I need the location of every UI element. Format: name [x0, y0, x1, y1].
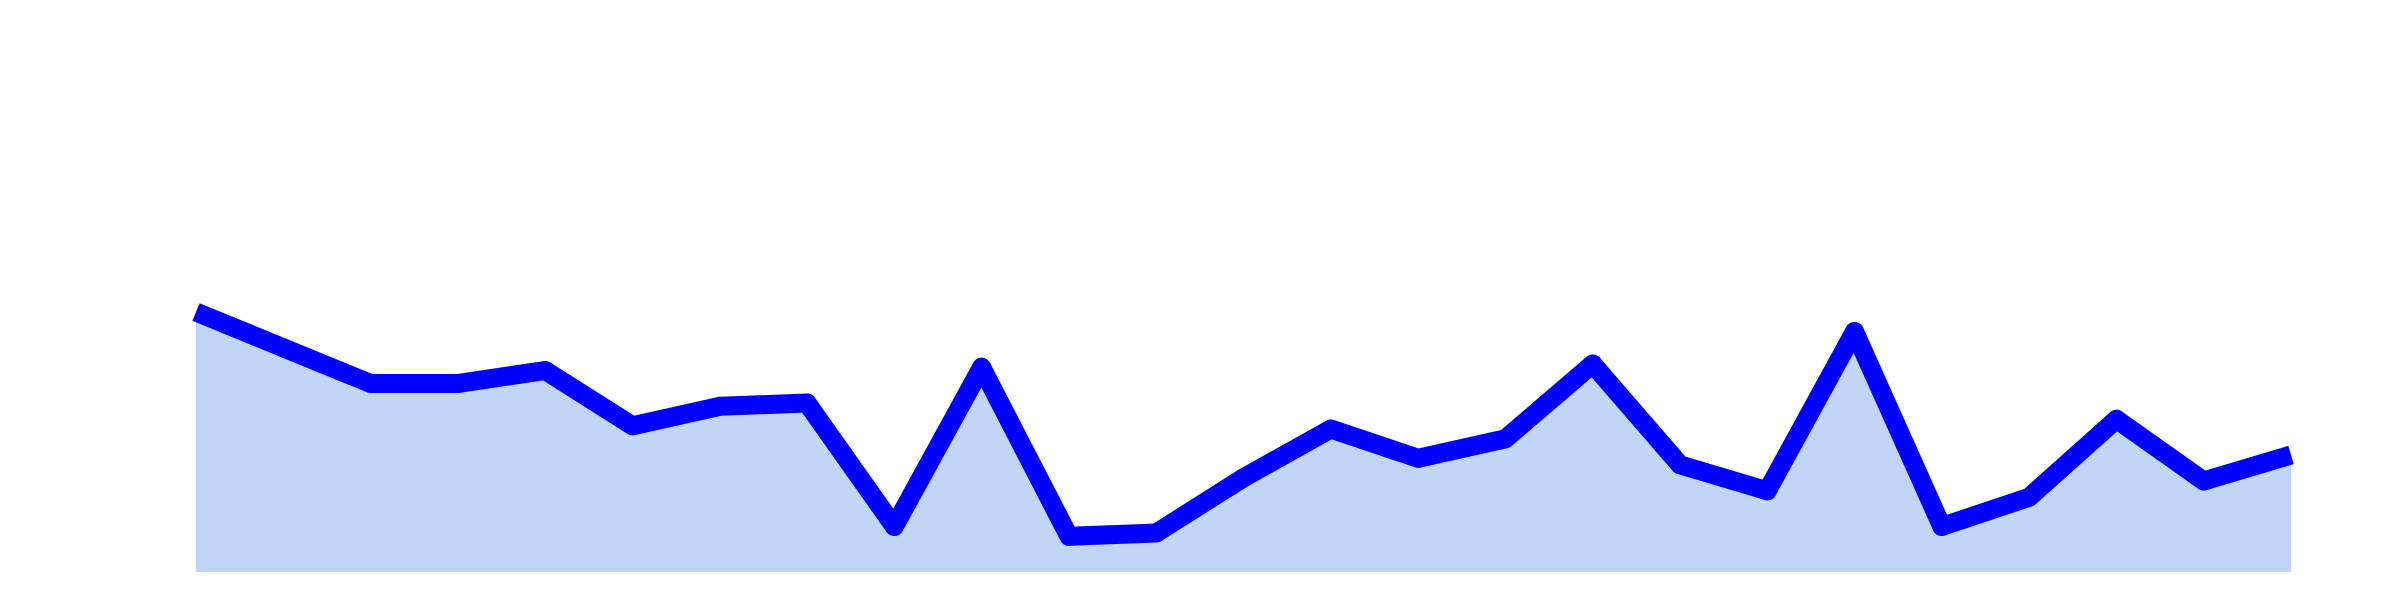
data-point [361, 374, 381, 393]
data-point [1321, 419, 1341, 439]
data-point [2194, 471, 2214, 491]
data-point [1757, 481, 1777, 501]
data-point [1059, 526, 1079, 546]
data-point [1670, 455, 1690, 475]
data-point [2106, 409, 2126, 429]
data-point [797, 393, 817, 413]
data-point [1146, 523, 1166, 543]
data-points [273, 322, 2214, 546]
data-point [448, 374, 468, 393]
data-point [623, 416, 642, 436]
data-point [710, 396, 730, 416]
data-point [1408, 448, 1428, 468]
data-point [1234, 468, 1253, 488]
data-point [1845, 322, 1864, 341]
data-point [535, 361, 555, 380]
series-area-fill [196, 312, 2291, 572]
data-point [1932, 517, 1952, 536]
data-point [884, 517, 904, 536]
data-point [1495, 429, 1515, 449]
data-point [2019, 487, 2039, 507]
data-point [1583, 354, 1603, 374]
data-point [972, 357, 992, 377]
data-point [273, 338, 293, 358]
